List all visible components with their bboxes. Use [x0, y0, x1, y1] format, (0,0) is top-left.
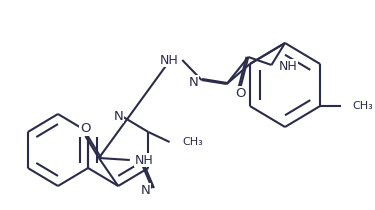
Text: N: N	[141, 184, 150, 197]
Text: N: N	[113, 110, 123, 123]
Text: CH₃: CH₃	[352, 101, 373, 111]
Text: CH₃: CH₃	[182, 137, 203, 147]
Text: NH: NH	[279, 60, 297, 72]
Text: NH: NH	[160, 54, 178, 67]
Text: NH: NH	[135, 154, 153, 167]
Text: N: N	[189, 76, 199, 89]
Text: O: O	[80, 122, 91, 135]
Text: O: O	[235, 87, 246, 100]
